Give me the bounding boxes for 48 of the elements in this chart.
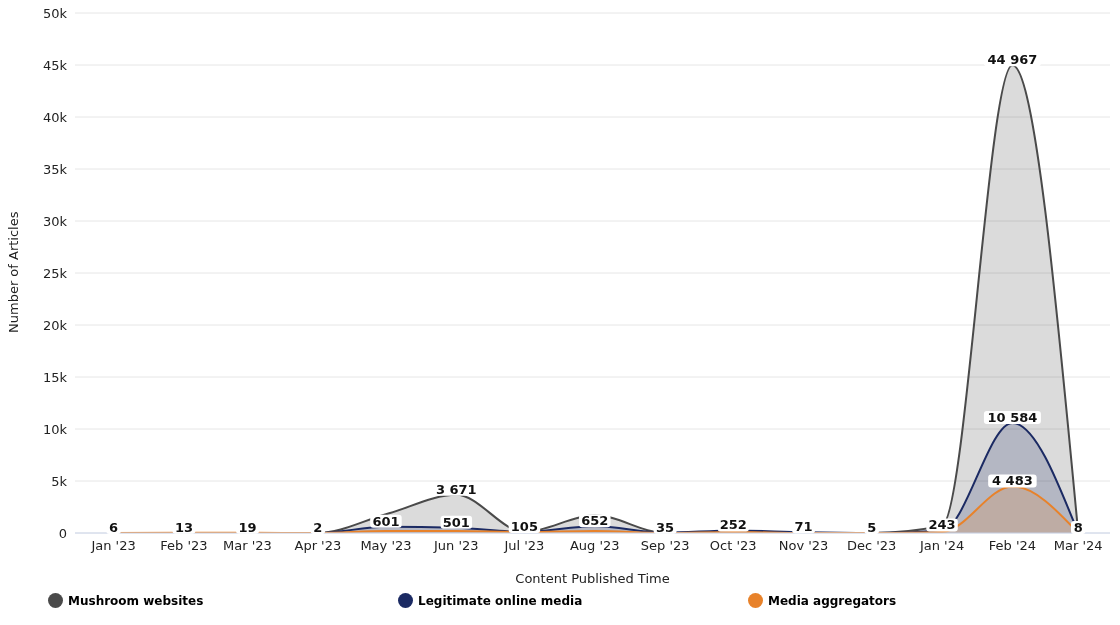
y-axis-title: Number of Articles	[5, 211, 21, 333]
x-tick-label: Apr '23	[294, 538, 342, 554]
data-label: 105	[510, 518, 538, 534]
data-label: 501	[442, 514, 470, 530]
x-tick-label: Feb '23	[160, 538, 208, 554]
data-label: 652	[581, 513, 609, 529]
data-label: 252	[719, 517, 747, 533]
data-label: 8	[1073, 519, 1083, 535]
x-tick-label: Sep '23	[640, 538, 690, 554]
x-tick-label: Aug '23	[569, 538, 620, 554]
data-label: 71	[794, 519, 813, 535]
x-axis-title: Content Published Time	[515, 571, 670, 586]
x-tick-label: Feb '24	[988, 538, 1037, 554]
x-tick-label: Jan '24	[918, 538, 965, 554]
data-label: 4 483	[992, 473, 1033, 489]
data-label: 44 967	[987, 52, 1038, 68]
x-tick-label: Mar '23	[223, 538, 272, 554]
y-tick-label: 40k	[42, 109, 68, 125]
data-label: 3 671	[435, 481, 477, 497]
y-tick-label: 25k	[42, 265, 68, 281]
y-tick-label: 20k	[42, 317, 68, 333]
data-label: 10 584	[987, 409, 1038, 425]
y-tick-label: 0	[58, 525, 67, 541]
data-label: 13	[174, 519, 193, 535]
legend-label: Legitimate online media	[418, 593, 583, 608]
y-tick-label: 50k	[42, 5, 68, 21]
y-tick-label: 10k	[42, 421, 68, 437]
x-tick-label: Jan '23	[90, 538, 136, 554]
data-label: 6	[109, 519, 119, 535]
legend-label: Media aggregators	[768, 593, 897, 608]
y-tick-label: 45k	[42, 57, 68, 73]
legend-label: Mushroom websites	[68, 593, 204, 608]
data-label: 19	[238, 519, 257, 535]
x-tick-label: Mar '24	[1053, 538, 1103, 554]
data-label: 601	[372, 513, 400, 529]
y-tick-label: 30k	[42, 213, 68, 229]
data-label: 35	[656, 519, 675, 535]
x-tick-label: Dec '23	[846, 538, 897, 554]
y-tick-label: 5k	[51, 473, 68, 489]
x-tick-label: Jul '23	[503, 538, 545, 554]
x-tick-label: May '23	[360, 538, 412, 554]
x-tick-label: Oct '23	[709, 538, 757, 554]
y-tick-label: 15k	[42, 369, 68, 385]
data-label: 2	[313, 519, 323, 535]
x-tick-label: Nov '23	[778, 538, 829, 554]
y-tick-label: 35k	[42, 161, 68, 177]
x-tick-label: Jun '23	[433, 538, 479, 554]
data-label: 5	[867, 519, 877, 535]
